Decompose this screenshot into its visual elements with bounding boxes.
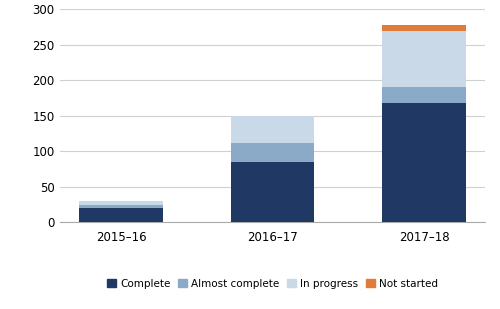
Bar	[80, 208, 162, 222]
Bar	[382, 25, 466, 31]
Bar	[80, 201, 162, 205]
Bar	[231, 143, 314, 162]
Bar	[231, 116, 314, 143]
Bar	[382, 31, 466, 87]
Legend: Complete, Almost complete, In progress, Not started: Complete, Almost complete, In progress, …	[102, 275, 442, 293]
Bar	[382, 103, 466, 222]
Bar	[80, 205, 162, 208]
Bar	[231, 162, 314, 222]
Bar	[382, 87, 466, 103]
